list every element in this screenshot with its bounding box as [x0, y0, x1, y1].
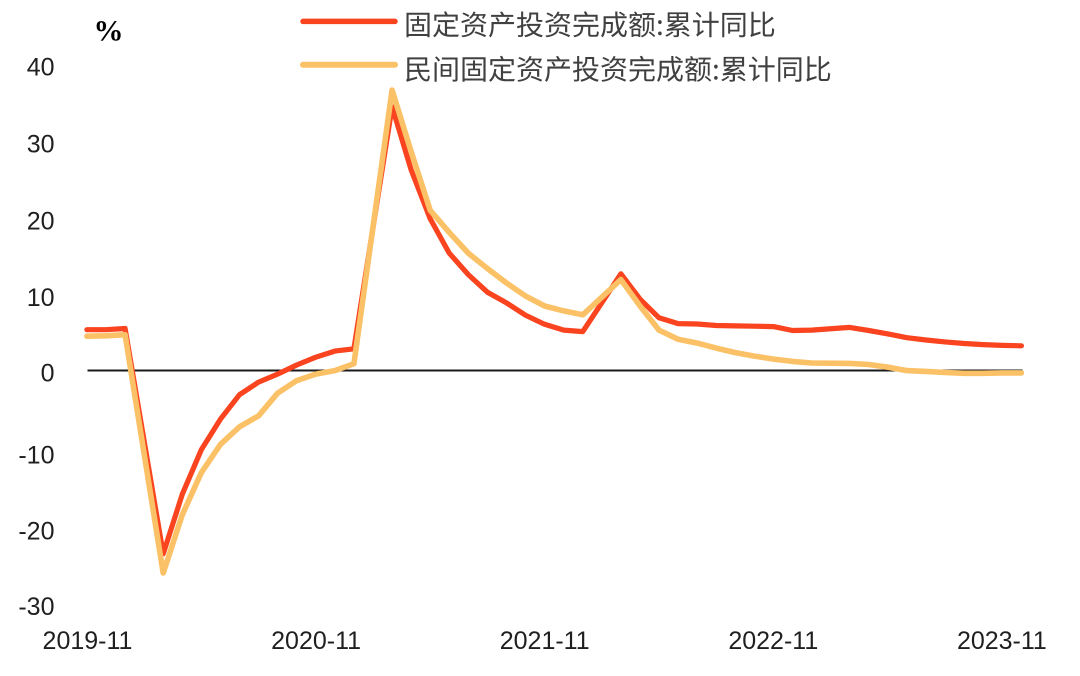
svg-text:-30: -30 — [18, 593, 54, 621]
svg-text:-10: -10 — [18, 441, 54, 469]
svg-text:10: 10 — [27, 284, 55, 312]
svg-text:2019-11: 2019-11 — [43, 627, 133, 655]
svg-text:%: % — [94, 15, 124, 48]
svg-text:-20: -20 — [18, 518, 54, 546]
svg-text:0: 0 — [41, 360, 55, 388]
svg-text:40: 40 — [27, 54, 55, 82]
svg-text:2021-11: 2021-11 — [500, 627, 590, 655]
svg-text:2023-11: 2023-11 — [957, 627, 1047, 655]
svg-text:2020-11: 2020-11 — [271, 627, 361, 655]
svg-text:30: 30 — [27, 131, 55, 159]
svg-text:20: 20 — [27, 207, 55, 235]
svg-text:2022-11: 2022-11 — [728, 627, 818, 655]
